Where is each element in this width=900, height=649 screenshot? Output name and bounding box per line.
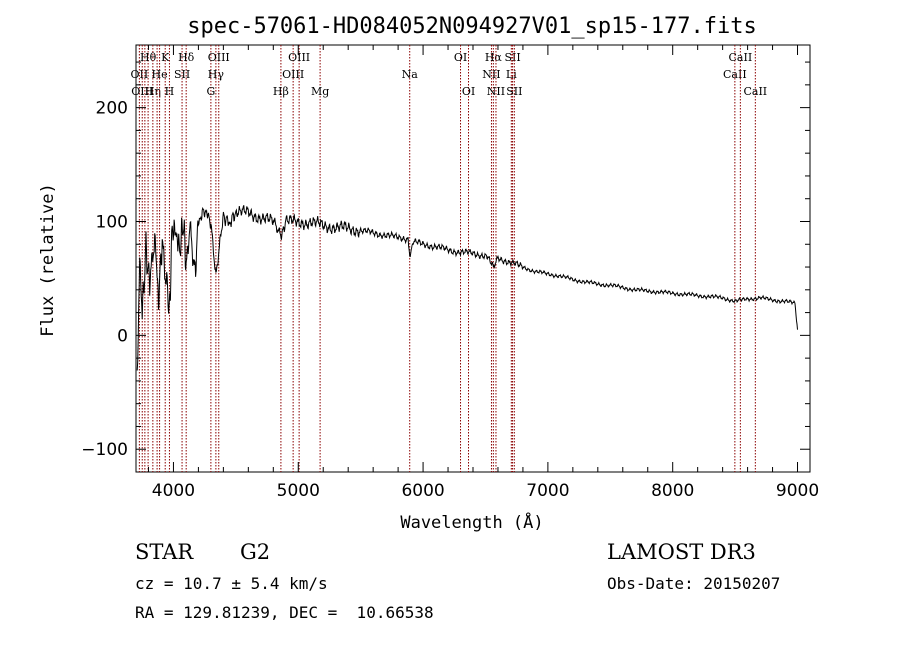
spectral-line-label: Li <box>506 68 517 81</box>
x-tick-label: 9000 <box>776 481 819 501</box>
y-tick-label: 200 <box>96 99 128 119</box>
x-tick-label: 6000 <box>401 481 444 501</box>
spectral-line-label: OII <box>131 68 149 81</box>
y-tick-label: 100 <box>96 212 128 232</box>
axis-ticks: 4000 5000 6000 7000 8000 9000 −100 0 100 200 <box>81 45 819 501</box>
spectral-line-label: OI <box>462 85 475 98</box>
spectral-line-label: OI <box>454 51 467 64</box>
object-class: STAR <box>135 540 194 564</box>
spectral-line-label: Hη <box>145 85 161 98</box>
redshift-text: cz = 10.7 ± 5.4 km/s <box>135 574 328 593</box>
spectral-line-label: CaII <box>743 85 767 98</box>
spectral-line-label: Hθ <box>140 51 157 64</box>
spectral-line-label: G <box>206 85 215 98</box>
object-subclass: G2 <box>240 540 271 564</box>
spectral-line-label: CaII <box>723 68 747 81</box>
y-axis-label: Flux (relative) <box>38 183 58 337</box>
spectral-lines: OIIOIIIHθHηHeKHSIIHδGHγOIIIHβOIIIOIIIMgN… <box>131 45 767 472</box>
spectral-line-label: OIII <box>288 51 310 64</box>
spectral-line-label: Mg <box>311 85 329 98</box>
spectral-line-label: Hγ <box>208 68 225 81</box>
coordinates-text: RA = 129.81239, DEC = 10.66538 <box>135 603 434 622</box>
spectral-line-label: He <box>152 68 168 81</box>
chart-title: spec-57061-HD084052N094927V01_sp15-177.f… <box>187 14 757 39</box>
spectral-line-label: CaII <box>729 51 753 64</box>
spectral-line-label: H <box>165 85 175 98</box>
spectral-line-label: K <box>161 51 170 64</box>
spectral-line-label: SII <box>506 85 522 98</box>
spectral-line-label: SII <box>174 68 190 81</box>
spectral-line-label: OIII <box>208 51 230 64</box>
spectral-line-label: SII <box>504 51 520 64</box>
spectral-line-label: Hδ <box>178 51 195 64</box>
spectrum-series-line <box>136 205 798 371</box>
survey-name: LAMOST DR3 <box>607 540 756 564</box>
spectral-line-label: Hβ <box>273 85 289 98</box>
x-tick-label: 5000 <box>277 481 320 501</box>
y-tick-label: −100 <box>81 440 128 460</box>
spectral-line-label: Hα <box>485 51 503 64</box>
x-tick-label: 4000 <box>152 481 195 501</box>
spectral-line-label: Na <box>402 68 419 81</box>
spectral-line-label: NII <box>482 68 500 81</box>
spectral-line-label: NII <box>487 85 505 98</box>
spectral-line-label: OIII <box>282 68 304 81</box>
x-tick-label: 7000 <box>526 481 569 501</box>
x-axis-label: Wavelength (Å) <box>400 511 543 533</box>
obs-date-text: Obs-Date: 20150207 <box>607 574 781 593</box>
plot-frame <box>135 44 811 473</box>
x-tick-label: 8000 <box>651 481 694 501</box>
y-tick-label: 0 <box>117 326 128 346</box>
